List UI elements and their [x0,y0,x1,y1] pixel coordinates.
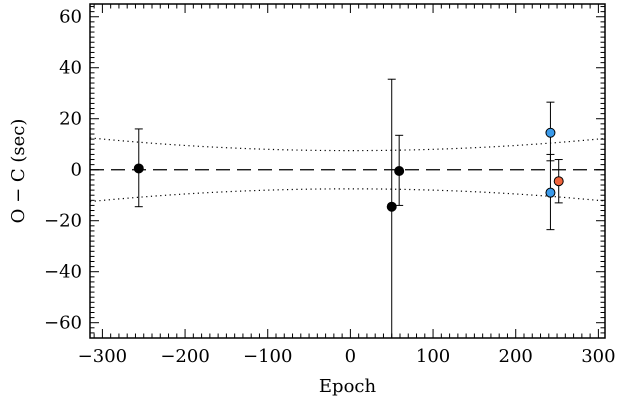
errorbar-layer [134,78,563,338]
x-tick-label: 200 [499,346,533,367]
x-tick-label: −100 [243,346,292,367]
data-point [394,166,405,176]
x-tick-label: 100 [416,346,450,367]
x-tick-label: −300 [78,346,127,367]
y-tick-label: 0 [71,160,82,181]
y-tick-label: −40 [44,262,82,283]
data-point [386,201,397,212]
x-tick-label: 300 [581,346,615,367]
y-tick-label: 60 [59,7,82,28]
y-axis-title: O − C (sec) [8,119,29,224]
y-tick-label: 40 [59,58,82,79]
data-point [545,127,556,138]
data-point [553,176,564,187]
x-axis-title: Epoch [319,376,377,397]
upper-envelope [89,137,606,152]
y-tick-label: −60 [44,313,82,334]
data-point [133,163,144,174]
y-tick-label: −20 [44,211,82,232]
y-tick-label: 20 [59,109,82,130]
plot-frame [89,3,606,339]
data-point [545,187,556,198]
lower-envelope [89,188,606,203]
x-tick-label: 0 [345,346,356,367]
point-layer [133,127,564,212]
tick-layer [90,4,605,339]
x-tick-label: −200 [160,346,209,367]
